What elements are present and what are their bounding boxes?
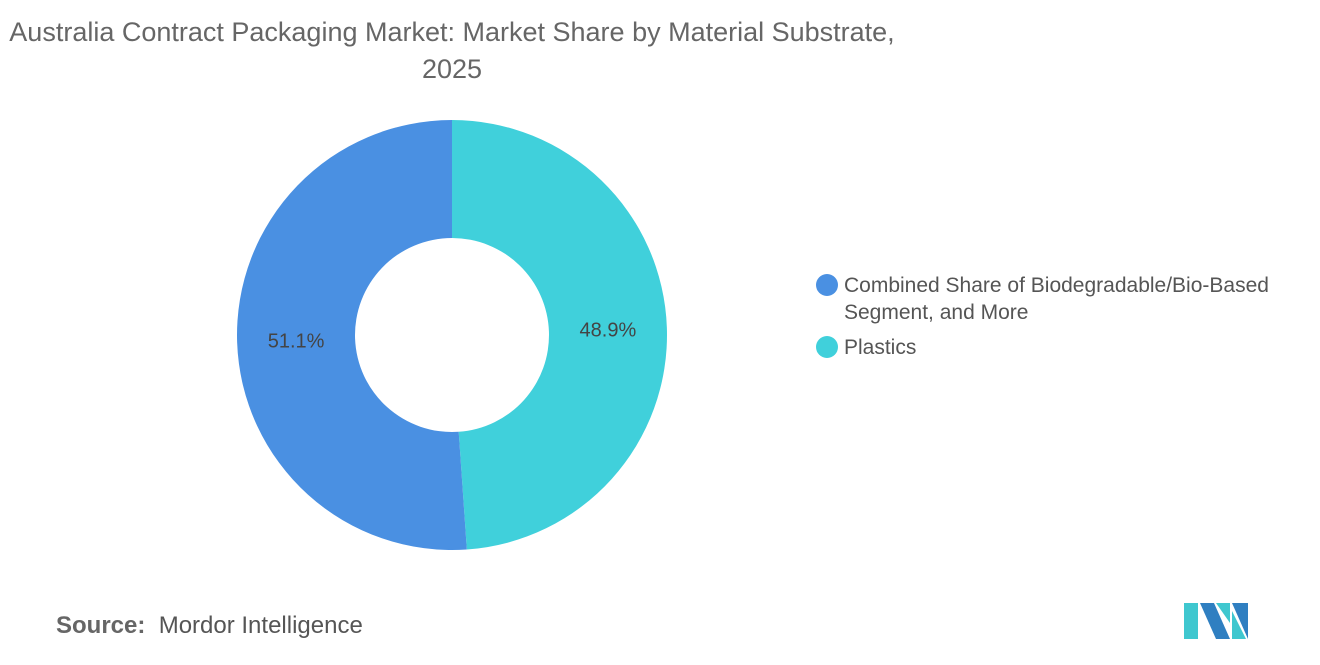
mordor-logo [1184, 603, 1248, 639]
source-value: Mordor Intelligence [158, 612, 363, 639]
legend-label: Plastics [844, 336, 917, 359]
legend-item: Combined Share of Biodegradable/Bio-Base… [816, 272, 1304, 326]
data-label: 51.1% [268, 330, 325, 352]
donut-chart: 48.9% 51.1% [236, 120, 667, 550]
legend-swatch [816, 274, 838, 296]
legend-label: Combined Share of Biodegradable/Bio-Base… [844, 274, 1269, 324]
legend: Combined Share of Biodegradable/Bio-Base… [816, 272, 1304, 369]
source-label: Source: [56, 612, 146, 639]
legend-swatch [816, 336, 838, 358]
title-line-2: 2025 [421, 54, 483, 84]
title-line-1: Australia Contract Packaging Market: Mar… [9, 17, 895, 47]
legend-item: Plastics [816, 334, 1304, 361]
chart-title: Australia Contract Packaging Market: Mar… [0, 14, 904, 88]
slice-combined-share [236, 120, 467, 550]
data-label: 48.9% [580, 320, 637, 342]
slice-plastics [452, 120, 667, 550]
source: Source: Mordor Intelligence [56, 612, 363, 640]
